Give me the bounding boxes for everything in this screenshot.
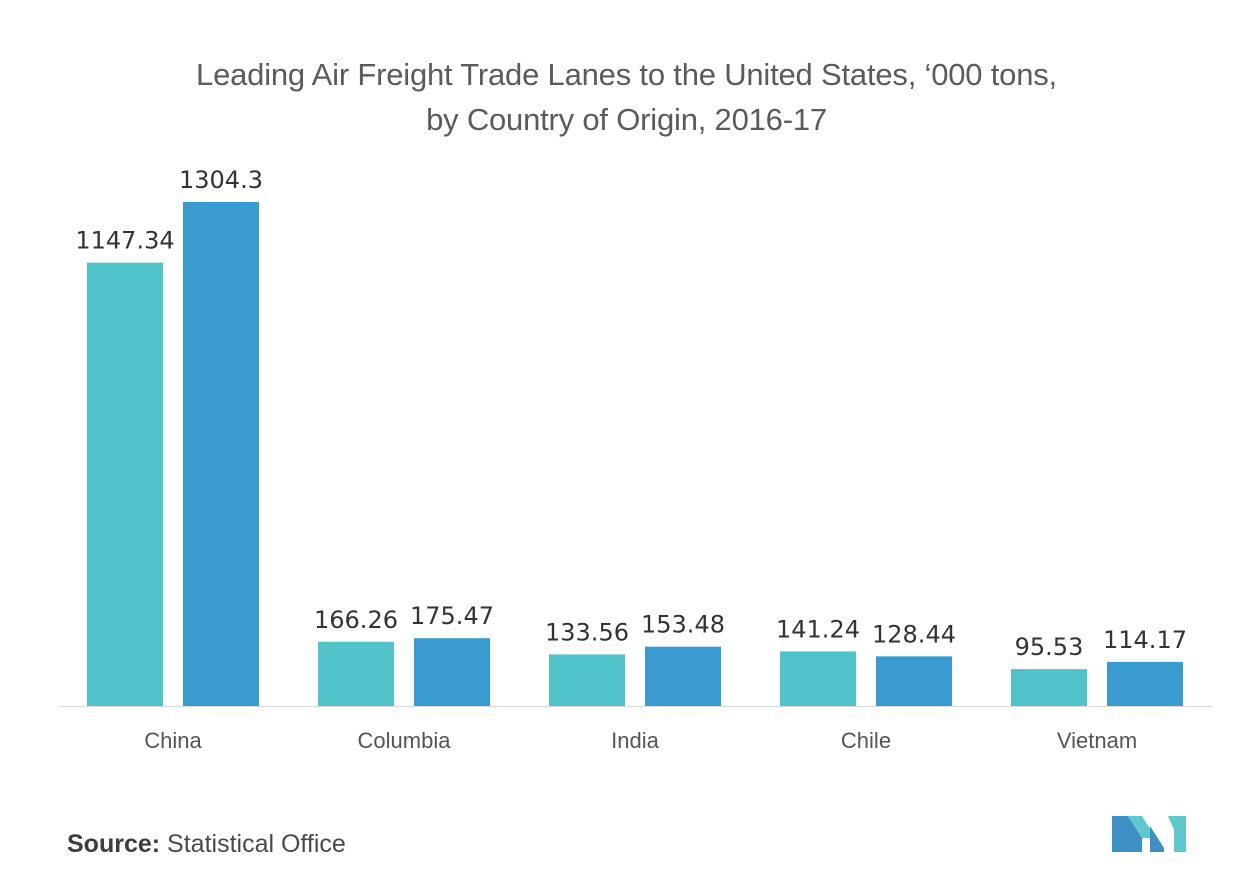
data-label-vietnam-series-2: 114.17 bbox=[1103, 626, 1187, 654]
x-tick-label-chile: Chile bbox=[841, 728, 891, 753]
data-label-china-series-1: 1147.34 bbox=[75, 227, 174, 255]
chart-title-line-2: by Country of Origin, 2016-17 bbox=[426, 102, 827, 137]
bar-india-series-1 bbox=[549, 654, 625, 706]
chart-title-line-1: Leading Air Freight Trade Lanes to the U… bbox=[196, 57, 1057, 92]
bar-china-series-2 bbox=[183, 202, 259, 706]
data-label-india-series-1: 133.56 bbox=[545, 618, 629, 646]
data-label-columbia-series-2: 175.47 bbox=[410, 602, 494, 630]
source-text: Statistical Office bbox=[167, 830, 346, 858]
x-tick-label-columbia: Columbia bbox=[358, 728, 452, 753]
bar-columbia-series-1 bbox=[318, 641, 394, 706]
bar-chile-series-1 bbox=[780, 651, 856, 706]
bar-columbia-series-2 bbox=[414, 638, 490, 706]
bar-vietnam-series-2 bbox=[1107, 661, 1183, 706]
x-tick-label-vietnam: Vietnam bbox=[1057, 728, 1137, 753]
source-label: Source: bbox=[67, 830, 161, 858]
x-tick-label-india: India bbox=[611, 728, 659, 753]
bar-china-series-1 bbox=[87, 262, 163, 706]
data-label-china-series-2: 1304.3 bbox=[179, 166, 263, 194]
bar-vietnam-series-1 bbox=[1011, 669, 1087, 706]
bar-india-series-2 bbox=[645, 646, 721, 706]
bar-chile-series-2 bbox=[876, 656, 952, 706]
data-label-columbia-series-1: 166.26 bbox=[314, 606, 398, 634]
data-label-chile-series-2: 128.44 bbox=[872, 620, 956, 648]
data-label-chile-series-1: 141.24 bbox=[776, 615, 860, 643]
data-label-vietnam-series-1: 95.53 bbox=[1015, 633, 1084, 661]
data-label-india-series-2: 153.48 bbox=[641, 611, 725, 639]
chart-title: Leading Air Freight Trade Lanes to the U… bbox=[0, 52, 1253, 142]
source-note: Source: Statistical Office bbox=[67, 830, 346, 859]
x-tick-label-china: China bbox=[144, 728, 202, 753]
brand-logo-icon bbox=[1112, 816, 1186, 852]
